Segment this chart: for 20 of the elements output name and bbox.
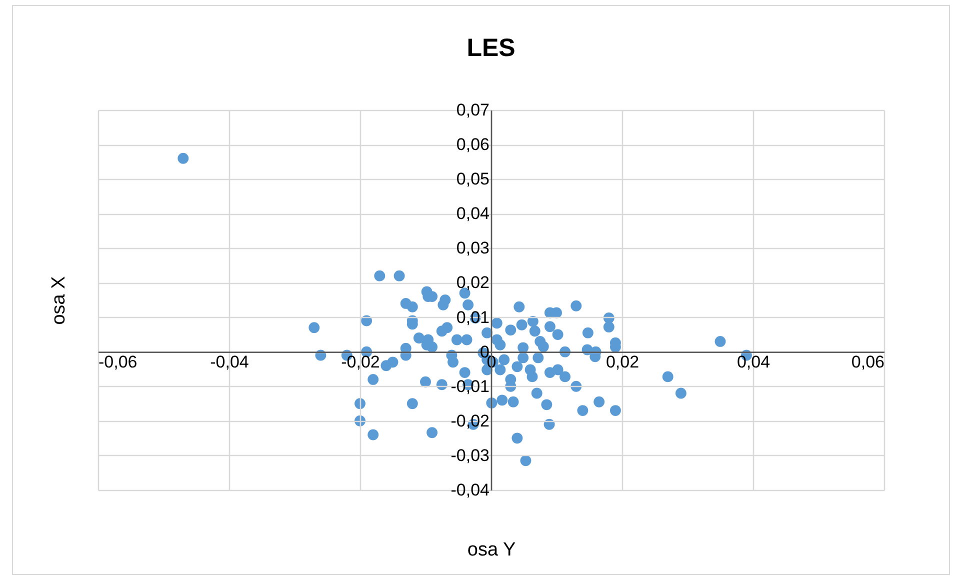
y-tick-label: 0,05 — [456, 170, 490, 189]
chart-title: LES — [466, 34, 516, 62]
y-tick-label: -0,02 — [450, 411, 490, 430]
x-tick-label: -0,02 — [341, 352, 380, 372]
y-tick-label: 0,02 — [456, 273, 490, 292]
x-axis-title: osa Y — [467, 540, 516, 560]
y-tick-label: 0,07 — [456, 100, 490, 120]
x-tick-label: -0,06 — [98, 352, 138, 372]
x-tick-label: 0,04 — [736, 352, 770, 372]
y-tick-label: 0,03 — [456, 238, 490, 258]
y-tick-label: -0,01 — [450, 376, 490, 396]
y-tick-label: 0,01 — [456, 308, 490, 327]
y-tick-label: -0,04 — [450, 480, 490, 500]
y-axis-title: osa X — [48, 276, 70, 325]
x-tick-label: 0,06 — [851, 352, 884, 372]
x-tick-label: 0,02 — [606, 352, 640, 372]
y-tick-label: 0,04 — [456, 204, 490, 224]
x-tick-label: -0,04 — [210, 352, 249, 372]
y-tick-label: 0,06 — [456, 135, 490, 154]
y-tick-label: -0,03 — [450, 446, 490, 465]
